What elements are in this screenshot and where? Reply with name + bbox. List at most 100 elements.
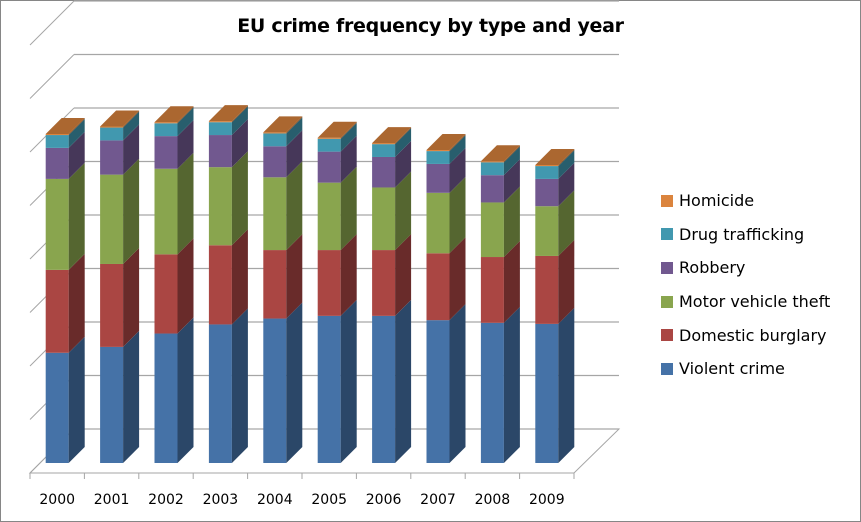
bar-side-drug-trafficking [503, 146, 520, 176]
bar-side-homicide [231, 105, 248, 123]
bar-segment-drug-trafficking [45, 135, 69, 148]
bar-side-motor-vehicle-theft [503, 186, 520, 258]
bar-segment-drug-trafficking [263, 133, 287, 147]
bar-segment-robbery [317, 151, 341, 183]
legend-item: Domestic burglary [661, 318, 830, 352]
chart-title: EU crime frequency by type and year [237, 15, 624, 37]
bar-segment-homicide [317, 137, 341, 139]
bar-stack-2009 [535, 149, 575, 463]
x-tick-label: 2007 [420, 492, 456, 508]
bar-side-robbery [503, 159, 520, 203]
bar-top [100, 110, 140, 127]
bar-side-robbery [558, 162, 575, 207]
bar-side-homicide [68, 117, 85, 136]
bar-stack-2003 [208, 105, 248, 463]
legend-label: Homicide [679, 191, 755, 211]
bar-side-drug-trafficking [558, 150, 575, 179]
bar-segment-domestic-burglary [372, 250, 396, 316]
bar-side-domestic-burglary [449, 237, 466, 321]
bar-side-robbery [177, 120, 194, 169]
bar-segment-robbery [535, 178, 559, 207]
x-tick-label: 2002 [148, 492, 184, 508]
bar-side-drug-trafficking [395, 128, 412, 157]
bar-side-violent-crime [449, 304, 466, 463]
bar-side-homicide [395, 127, 412, 145]
legend-item: Drug trafficking [661, 218, 830, 252]
bar-segment-violent-crime [535, 323, 559, 463]
bar-side-drug-trafficking [68, 119, 85, 148]
bar-segment-homicide [426, 150, 450, 152]
bar-side-violent-crime [558, 307, 575, 463]
bar-side-violent-crime [395, 299, 412, 463]
bar-top [45, 117, 85, 134]
bar-segment-drug-trafficking [535, 166, 559, 179]
bar-segment-motor-vehicle-theft [154, 168, 178, 255]
bar-side-drug-trafficking [231, 106, 248, 136]
bar-side-domestic-burglary [231, 229, 248, 325]
bar-stack-2001 [100, 110, 140, 463]
bar-segment-violent-crime [317, 315, 341, 463]
bar-side-robbery [123, 124, 140, 175]
bar-side-drug-trafficking [177, 107, 194, 137]
bar-side-homicide [340, 121, 357, 139]
bar-segment-motor-vehicle-theft [208, 167, 232, 246]
legend-item: Homicide [661, 184, 830, 218]
legend-item: Violent crime [661, 352, 830, 386]
bar-segment-violent-crime [480, 322, 504, 463]
bar-top [426, 134, 466, 151]
bar-side-robbery [68, 131, 85, 179]
bar-segment-drug-trafficking [372, 144, 396, 157]
bar-segment-drug-trafficking [317, 138, 341, 152]
bar-side-domestic-burglary [558, 239, 575, 324]
bar-segment-robbery [45, 147, 69, 179]
bar-side-homicide [177, 106, 194, 124]
bar-segment-robbery [263, 146, 287, 178]
bar-stack-2007 [426, 134, 466, 463]
bar-stack-2000 [45, 117, 85, 463]
bar-top [263, 116, 303, 133]
bar-segment-domestic-burglary [100, 263, 124, 347]
bar-side-robbery [449, 147, 466, 193]
bar-side-domestic-burglary [68, 253, 85, 353]
bar-segment-motor-vehicle-theft [263, 177, 287, 251]
bar-segment-domestic-burglary [535, 255, 559, 324]
bar-top [317, 121, 357, 138]
x-tick-label: 2000 [39, 492, 75, 508]
x-tick-label: 2005 [311, 492, 347, 508]
legend-swatch [661, 295, 673, 308]
bars [45, 105, 575, 463]
bar-segment-domestic-burglary [317, 250, 341, 316]
bar-segment-violent-crime [100, 346, 124, 463]
bar-side-motor-vehicle-theft [231, 151, 248, 246]
bar-side-domestic-burglary [503, 241, 520, 323]
bar-side-violent-crime [123, 330, 140, 463]
bar-top [372, 127, 412, 144]
x-axis: 2000 2001 2002 2003 2004 2005 2006 2007 2008 2009 [29, 472, 575, 508]
bar-segment-domestic-burglary [208, 245, 232, 325]
bar-segment-motor-vehicle-theft [535, 206, 559, 256]
legend: Homicide Drug trafficking Robbery Motor veh… [661, 184, 830, 386]
bar-stack-2006 [372, 127, 412, 463]
bar-segment-violent-crime [263, 318, 287, 463]
legend-label: Drug trafficking [679, 224, 805, 244]
bar-side-homicide [503, 145, 520, 163]
bar-segment-drug-trafficking [154, 123, 178, 137]
bar-side-motor-vehicle-theft [558, 190, 575, 256]
bar-segment-homicide [535, 165, 559, 167]
bar-segment-robbery [100, 140, 124, 175]
bar-side-motor-vehicle-theft [123, 158, 140, 264]
bar-segment-motor-vehicle-theft [100, 174, 124, 264]
bar-side-motor-vehicle-theft [340, 166, 357, 251]
bar-segment-homicide [263, 132, 287, 134]
bar-side-drug-trafficking [340, 122, 357, 152]
legend-label: Motor vehicle theft [679, 292, 831, 312]
legend-swatch [661, 362, 673, 375]
bar-top [480, 145, 520, 162]
bar-segment-motor-vehicle-theft [480, 202, 504, 258]
bar-side-robbery [231, 119, 248, 168]
bar-segment-homicide [154, 122, 178, 124]
bar-side-violent-crime [177, 317, 194, 463]
gridline-side [29, 0, 75, 46]
bar-segment-motor-vehicle-theft [317, 182, 341, 251]
bar-segment-motor-vehicle-theft [426, 192, 450, 254]
